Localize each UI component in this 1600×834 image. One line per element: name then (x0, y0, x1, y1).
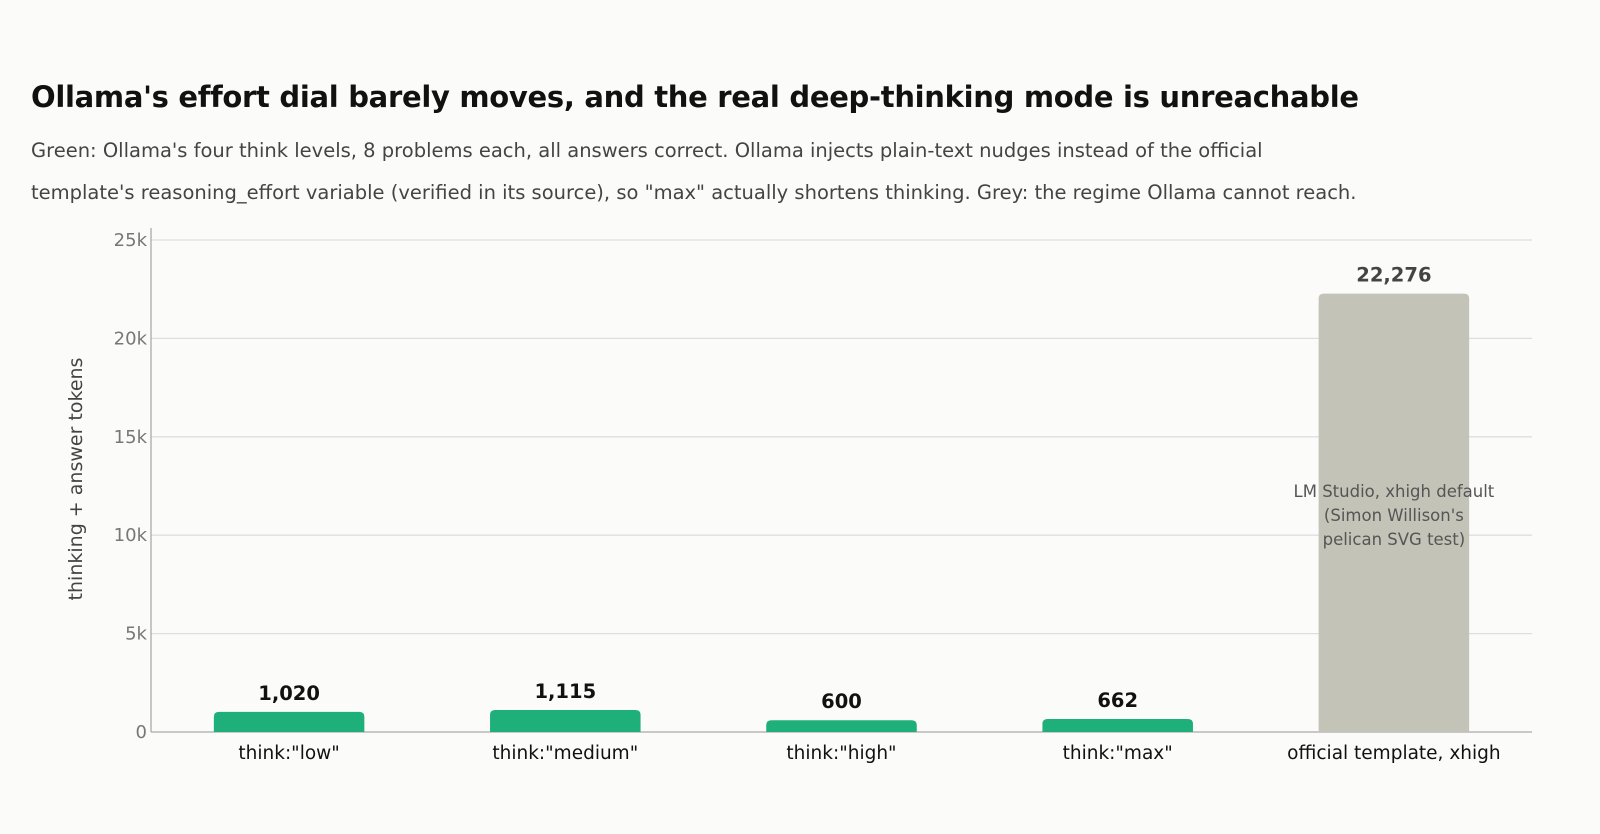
y-tick-label: 5k (125, 624, 147, 645)
annotation-text-line: LM Studio, xhigh default (1294, 482, 1495, 501)
x-category-label: think:"medium" (492, 743, 638, 764)
bar-value-label: 600 (821, 690, 862, 713)
bar (766, 720, 917, 732)
y-tick-label: 0 (136, 722, 147, 743)
x-category-label: think:"high" (786, 743, 896, 764)
bar (1318, 293, 1470, 732)
chart-subtitle: Green: Ollama's four think levels, 8 pro… (31, 139, 1357, 204)
annotation-text-line: (Simon Willison's (1324, 506, 1464, 525)
y-axis-title: thinking + answer tokens (65, 358, 87, 601)
label-layer: 0 5k 10k 15k 20k 25k 1,020 think:"low" 1,115 thin… (114, 230, 1501, 764)
chart-title: Ollama's effort dial barely moves, and t… (31, 80, 1359, 114)
bar (490, 710, 641, 732)
y-tick-label: 20k (114, 328, 148, 349)
y-tick-label: 10k (114, 525, 148, 546)
x-category-label: official template, xhigh (1287, 743, 1500, 764)
x-category-label: think:"low" (238, 743, 339, 764)
bar-layer (213, 293, 1470, 732)
bar (213, 711, 365, 732)
bar-value-label: 1,020 (258, 682, 320, 705)
bar-value-label: 662 (1097, 689, 1138, 712)
grid-layer (151, 239, 1532, 635)
bar-value-label: 1,115 (534, 680, 596, 703)
y-tick-label: 25k (114, 230, 148, 251)
bar (1042, 718, 1193, 732)
x-category-label: think:"max" (1063, 743, 1173, 764)
y-tick-label: 15k (114, 427, 148, 448)
bar-value-label: 22,276 (1356, 264, 1431, 287)
annotation-text-line: pelican SVG test) (1323, 530, 1466, 549)
